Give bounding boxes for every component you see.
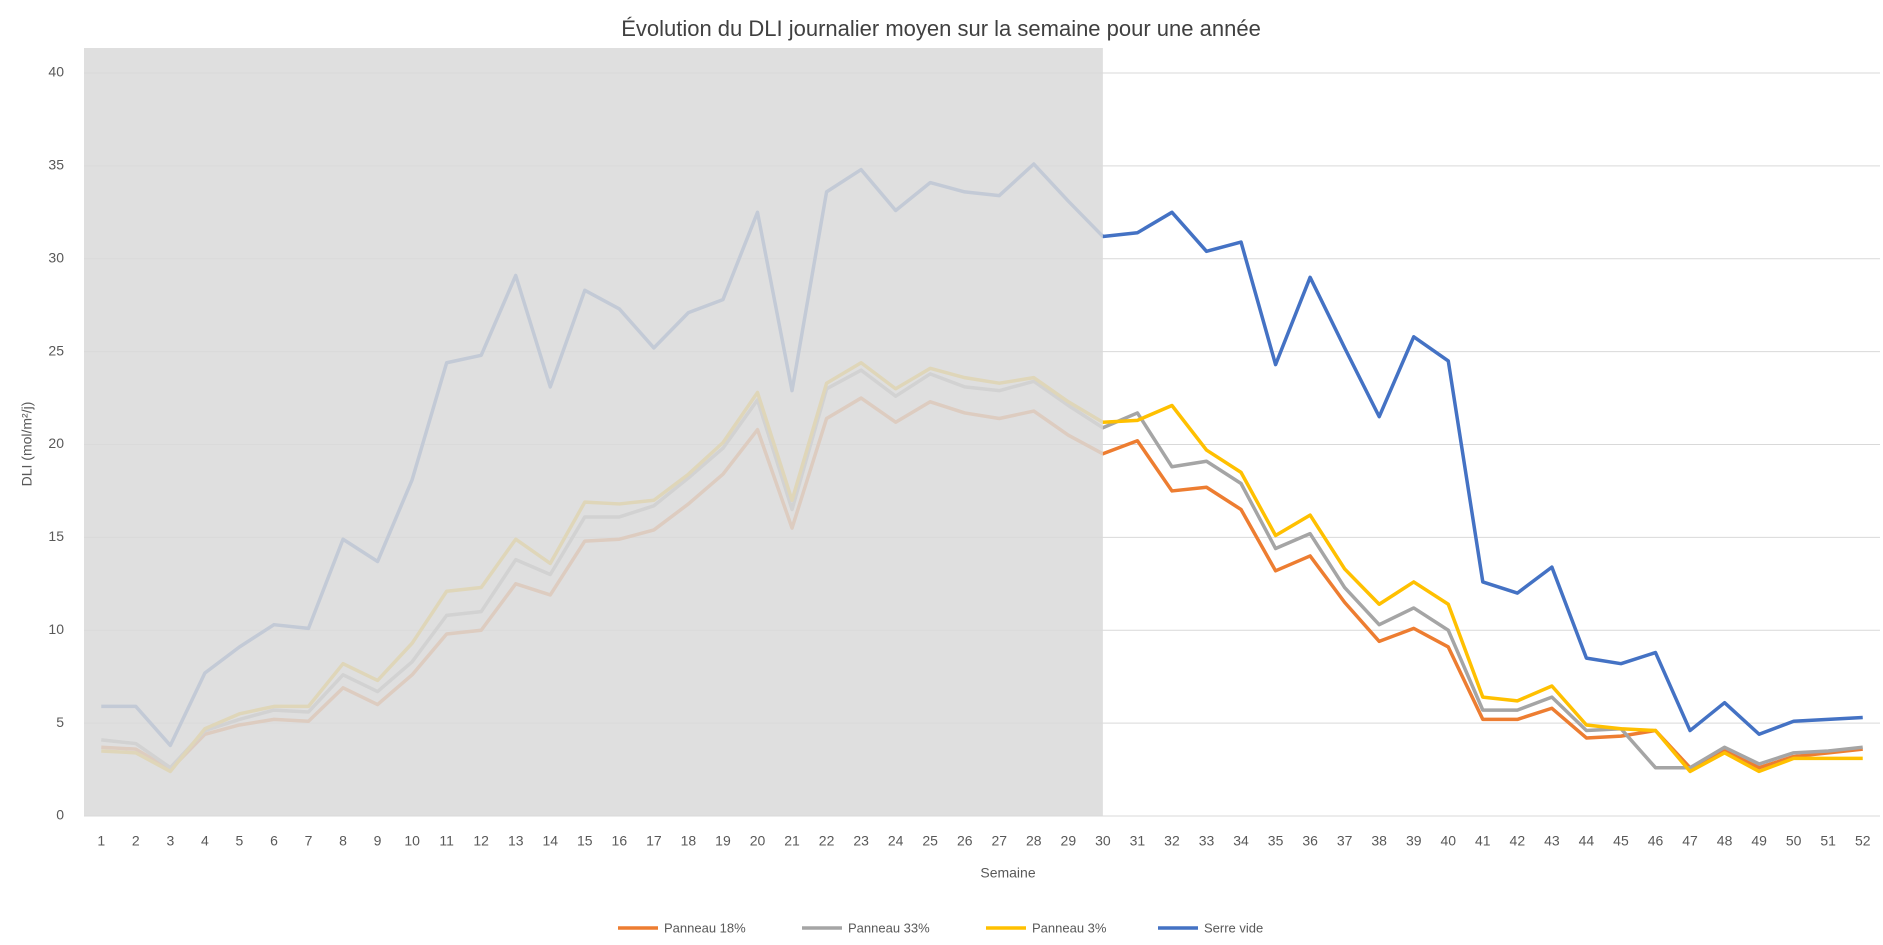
chart-title: Évolution du DLI journalier moyen sur la…	[621, 16, 1261, 41]
y-tick-label: 20	[48, 435, 64, 451]
x-tick-label: 51	[1820, 833, 1836, 849]
x-tick-label: 52	[1855, 833, 1871, 849]
x-tick-label: 41	[1475, 833, 1491, 849]
x-tick-label: 27	[991, 833, 1007, 849]
x-tick-label: 36	[1302, 833, 1318, 849]
x-tick-label: 4	[201, 833, 209, 849]
y-tick-label: 40	[48, 64, 64, 80]
x-tick-label: 45	[1613, 833, 1629, 849]
x-tick-label: 12	[473, 833, 489, 849]
x-tick-label: 37	[1337, 833, 1353, 849]
x-tick-label: 10	[404, 833, 420, 849]
x-tick-label: 47	[1682, 833, 1698, 849]
y-tick-label: 5	[56, 714, 64, 730]
x-tick-label: 29	[1061, 833, 1077, 849]
x-tick-label: 22	[819, 833, 835, 849]
x-tick-label: 3	[166, 833, 174, 849]
x-tick-label: 35	[1268, 833, 1284, 849]
legend-label: Serre vide	[1204, 920, 1263, 935]
x-tick-label: 19	[715, 833, 731, 849]
x-tick-label: 5	[236, 833, 244, 849]
x-tick-label: 16	[612, 833, 628, 849]
legend-label: Panneau 3%	[1032, 920, 1107, 935]
x-tick-label: 21	[784, 833, 800, 849]
x-tick-label: 7	[305, 833, 313, 849]
x-tick-label: 18	[681, 833, 697, 849]
y-tick-label: 30	[48, 249, 64, 265]
x-tick-label: 6	[270, 833, 278, 849]
x-tick-label: 46	[1648, 833, 1664, 849]
x-tick-label: 38	[1371, 833, 1387, 849]
x-tick-label: 33	[1199, 833, 1215, 849]
x-tick-label: 17	[646, 833, 662, 849]
x-tick-label: 15	[577, 833, 593, 849]
x-tick-label: 25	[922, 833, 938, 849]
x-tick-label: 20	[750, 833, 766, 849]
legend-label: Panneau 18%	[664, 920, 746, 935]
x-tick-label: 44	[1579, 833, 1595, 849]
x-tick-label: 2	[132, 833, 140, 849]
x-tick-label: 8	[339, 833, 347, 849]
x-tick-label: 28	[1026, 833, 1042, 849]
x-tick-label: 32	[1164, 833, 1180, 849]
y-axis-label: DLI (mol/m²/j)	[19, 402, 35, 487]
x-tick-label: 40	[1440, 833, 1456, 849]
x-tick-label: 48	[1717, 833, 1733, 849]
y-tick-label: 10	[48, 621, 64, 637]
y-tick-label: 35	[48, 157, 64, 173]
x-tick-label: 50	[1786, 833, 1802, 849]
x-axis-label: Semaine	[980, 865, 1035, 881]
x-tick-label: 39	[1406, 833, 1422, 849]
x-tick-label: 11	[439, 833, 454, 849]
y-tick-label: 0	[56, 807, 64, 823]
x-tick-label: 43	[1544, 833, 1560, 849]
legend-label: Panneau 33%	[848, 920, 930, 935]
x-tick-label: 9	[374, 833, 382, 849]
x-tick-label: 23	[853, 833, 869, 849]
x-tick-label: 14	[542, 833, 558, 849]
x-tick-label: 1	[97, 833, 105, 849]
x-tick-label: 31	[1130, 833, 1146, 849]
x-tick-label: 24	[888, 833, 904, 849]
x-tick-label: 34	[1233, 833, 1249, 849]
shaded-region	[84, 48, 1103, 816]
x-tick-label: 30	[1095, 833, 1111, 849]
x-tick-label: 26	[957, 833, 973, 849]
y-tick-label: 15	[48, 528, 64, 544]
x-tick-label: 13	[508, 833, 524, 849]
x-tick-label: 49	[1751, 833, 1767, 849]
x-tick-label: 42	[1510, 833, 1526, 849]
y-tick-label: 25	[48, 342, 64, 358]
